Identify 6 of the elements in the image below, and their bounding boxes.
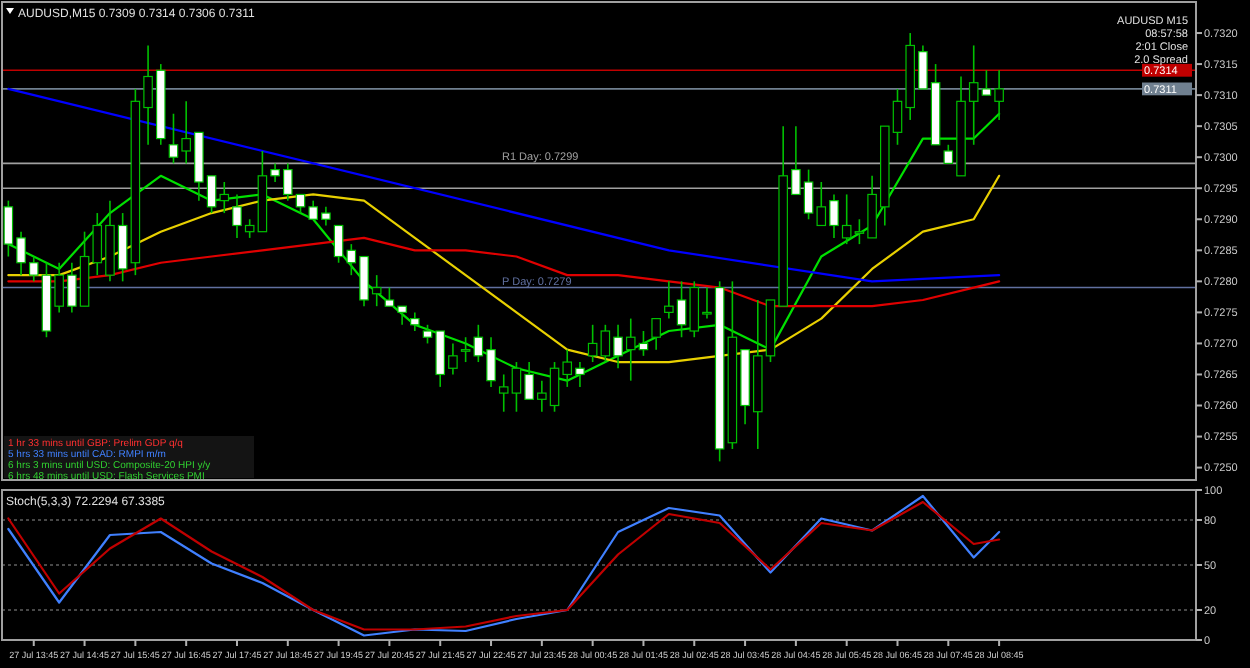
candlestick: [651, 317, 661, 351]
line-series: [7, 174, 1001, 364]
line-series: [7, 236, 1001, 308]
candlestick: [587, 324, 598, 363]
line-series: [7, 87, 1001, 283]
candlestick: [410, 311, 420, 332]
